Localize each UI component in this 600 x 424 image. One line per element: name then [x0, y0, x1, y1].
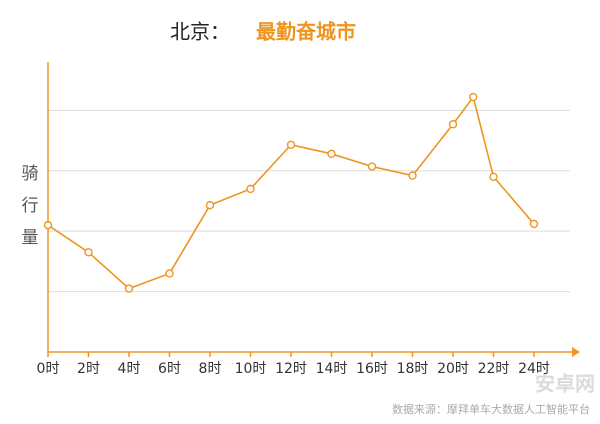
x-axis-arrow	[572, 347, 580, 357]
point	[205, 200, 215, 210]
point	[327, 149, 336, 159]
line	[47, 95, 535, 290]
x-tick-label: 20时	[437, 361, 469, 377]
point	[408, 171, 417, 180]
point	[448, 120, 458, 129]
point	[84, 248, 93, 257]
point	[489, 172, 498, 181]
x-tick-label: 12时	[275, 361, 307, 377]
point	[469, 92, 478, 102]
point	[246, 184, 255, 194]
x-tick-label: 10时	[235, 361, 267, 377]
chart-title: 北京：	[170, 20, 230, 44]
watermark: 安卓网	[535, 372, 595, 396]
x-tick-label: 8时	[199, 361, 222, 377]
point	[529, 219, 539, 229]
x-tick-label: 16时	[356, 361, 388, 377]
x-tick-label: 18时	[397, 361, 429, 377]
point	[165, 269, 174, 278]
x-tick-label: 6时	[158, 361, 181, 377]
chart-title-highlight: 最勤奋城市	[256, 20, 356, 44]
point	[43, 220, 53, 230]
source-note: 数据来源：摩拜单车大数据人工智能平台	[392, 402, 590, 416]
point	[367, 162, 377, 171]
y-axis-label: 骑行量	[21, 164, 39, 248]
x-tick-label: 22时	[478, 361, 510, 377]
x-tick-label: 2时	[77, 361, 100, 377]
point	[124, 284, 134, 293]
x-tick-label: 14时	[316, 361, 348, 377]
point	[286, 140, 296, 149]
x-tick-label: 24时	[518, 361, 550, 377]
x-tick-label: 0时	[37, 361, 60, 377]
x-tick-label: 4时	[118, 361, 141, 377]
